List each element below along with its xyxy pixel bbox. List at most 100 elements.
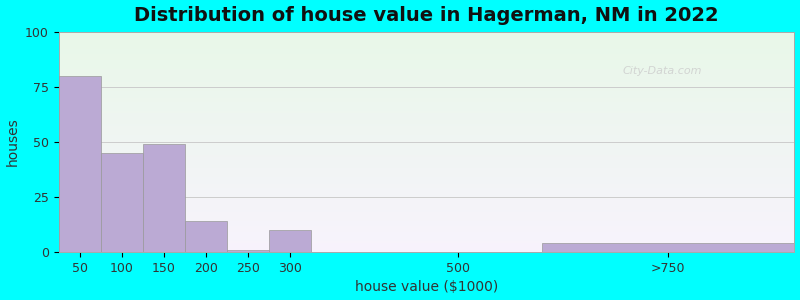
Bar — [58, 137, 794, 140]
Bar — [58, 246, 794, 248]
Bar — [58, 224, 794, 226]
Bar — [58, 111, 794, 113]
Bar — [142, 144, 185, 252]
Bar — [58, 186, 794, 188]
Bar — [58, 43, 794, 45]
Bar — [58, 204, 794, 206]
Bar — [58, 248, 794, 250]
Y-axis label: houses: houses — [6, 118, 19, 166]
Bar — [58, 47, 794, 49]
Bar — [58, 230, 794, 232]
Bar — [58, 120, 794, 122]
Bar — [58, 74, 794, 76]
Bar — [58, 177, 794, 179]
Bar — [58, 232, 794, 235]
Bar — [58, 237, 794, 239]
Bar — [58, 54, 794, 56]
Bar — [58, 36, 794, 38]
Bar — [58, 34, 794, 36]
Bar — [58, 197, 794, 199]
Bar — [58, 175, 794, 177]
Bar — [58, 202, 794, 204]
Bar — [58, 62, 794, 65]
Bar — [58, 153, 794, 155]
Bar — [58, 155, 794, 158]
Bar — [58, 250, 794, 252]
Bar — [58, 226, 794, 228]
Bar — [58, 96, 794, 98]
Bar — [58, 122, 794, 124]
Bar — [58, 49, 794, 52]
Bar — [58, 193, 794, 195]
Bar — [58, 188, 794, 190]
Bar — [58, 109, 794, 111]
Title: Distribution of house value in Hagerman, NM in 2022: Distribution of house value in Hagerman,… — [134, 6, 719, 25]
Bar — [58, 206, 794, 208]
Bar — [58, 32, 794, 34]
Bar — [58, 93, 794, 96]
Bar — [58, 56, 794, 58]
Bar — [58, 171, 794, 173]
Bar — [58, 118, 794, 120]
Bar — [58, 160, 794, 162]
Bar — [58, 113, 794, 116]
Bar — [58, 182, 794, 184]
Bar — [58, 144, 794, 146]
Bar — [58, 116, 794, 118]
Bar — [58, 98, 794, 100]
Bar — [58, 60, 794, 62]
Bar — [542, 243, 794, 252]
Bar — [58, 208, 794, 210]
Bar — [58, 173, 794, 175]
Bar — [58, 228, 794, 230]
Bar — [58, 45, 794, 47]
Bar — [58, 67, 794, 69]
Bar — [58, 85, 794, 87]
Bar — [58, 164, 794, 166]
Bar — [58, 76, 794, 78]
Bar — [58, 40, 794, 43]
Bar — [58, 129, 794, 131]
Bar — [58, 76, 101, 252]
Bar — [58, 89, 794, 91]
Bar — [58, 239, 794, 241]
Bar — [58, 243, 794, 246]
Bar — [58, 69, 794, 71]
Bar — [58, 219, 794, 221]
Bar — [58, 100, 794, 102]
Bar — [58, 71, 794, 74]
Bar — [58, 221, 794, 224]
Bar — [58, 142, 794, 144]
Bar — [58, 199, 794, 202]
Bar — [58, 146, 794, 148]
Bar — [58, 91, 794, 93]
Bar — [58, 102, 794, 104]
Bar — [58, 52, 794, 54]
Bar — [58, 210, 794, 212]
Bar — [58, 82, 794, 85]
Bar — [58, 158, 794, 160]
Bar — [58, 195, 794, 197]
Bar — [58, 151, 794, 153]
Bar — [58, 58, 794, 60]
Bar — [58, 212, 794, 215]
Bar — [58, 166, 794, 168]
Bar — [185, 221, 227, 252]
Bar — [58, 106, 794, 109]
Bar — [58, 148, 794, 151]
Bar — [58, 80, 794, 83]
Bar — [58, 168, 794, 171]
Bar — [58, 104, 794, 106]
Bar — [58, 190, 794, 193]
Bar — [58, 131, 794, 133]
Bar — [58, 87, 794, 89]
Bar — [58, 215, 794, 217]
Bar — [58, 179, 794, 182]
X-axis label: house value ($1000): house value ($1000) — [355, 280, 498, 294]
Bar — [58, 127, 794, 129]
Bar — [58, 65, 794, 67]
Bar — [58, 140, 794, 142]
Bar — [58, 235, 794, 237]
Bar — [58, 38, 794, 40]
Text: City-Data.com: City-Data.com — [622, 66, 702, 76]
